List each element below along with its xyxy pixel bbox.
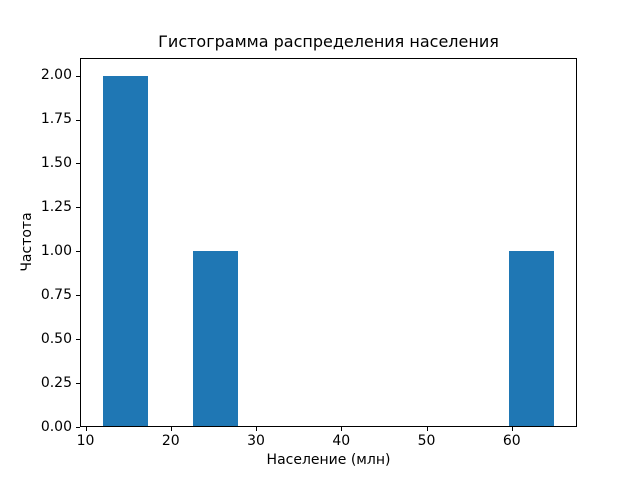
x-tick-label: 20 <box>161 433 180 449</box>
y-tick-label: 1.00 <box>40 242 72 259</box>
x-tick-mark <box>511 427 513 431</box>
x-tick-label: 50 <box>417 433 436 449</box>
chart-title: Гистограмма распределения населения <box>158 32 499 51</box>
y-tick-mark <box>76 75 80 77</box>
y-tick-label: 0.50 <box>40 330 72 347</box>
plot-area-frame <box>80 58 577 427</box>
x-axis-label: Население (млн) <box>266 452 391 468</box>
y-tick-mark <box>76 427 80 428</box>
y-tick-label: 1.75 <box>40 111 72 127</box>
y-tick-label: 1.50 <box>40 154 72 171</box>
x-tick-mark <box>341 427 343 431</box>
y-tick-mark <box>76 339 80 341</box>
x-tick-mark <box>85 427 87 431</box>
y-tick-mark <box>76 251 80 253</box>
histogram-bar <box>509 251 555 427</box>
y-tick-mark <box>76 295 80 297</box>
y-tick-mark <box>76 163 80 165</box>
y-tick-label: 0.75 <box>40 286 72 303</box>
x-tick-label: 30 <box>247 433 265 449</box>
histogram-bar <box>102 75 148 427</box>
x-tick-label: 60 <box>502 433 521 449</box>
y-tick-label: 0.25 <box>40 374 72 391</box>
y-axis-label: Частота <box>19 212 35 272</box>
x-tick-mark <box>256 427 257 431</box>
y-tick-label: 1.25 <box>40 198 72 215</box>
y-tick-label: 0.00 <box>40 418 72 435</box>
x-tick-label: 40 <box>332 433 351 449</box>
y-tick-mark <box>76 119 80 121</box>
y-tick-label: 2.00 <box>40 67 72 84</box>
x-tick-mark <box>426 427 428 431</box>
histogram-bar <box>193 251 239 427</box>
y-tick-mark <box>76 207 80 209</box>
y-tick-mark <box>76 383 80 385</box>
x-tick-label: 10 <box>76 433 95 449</box>
x-tick-mark <box>170 427 172 431</box>
